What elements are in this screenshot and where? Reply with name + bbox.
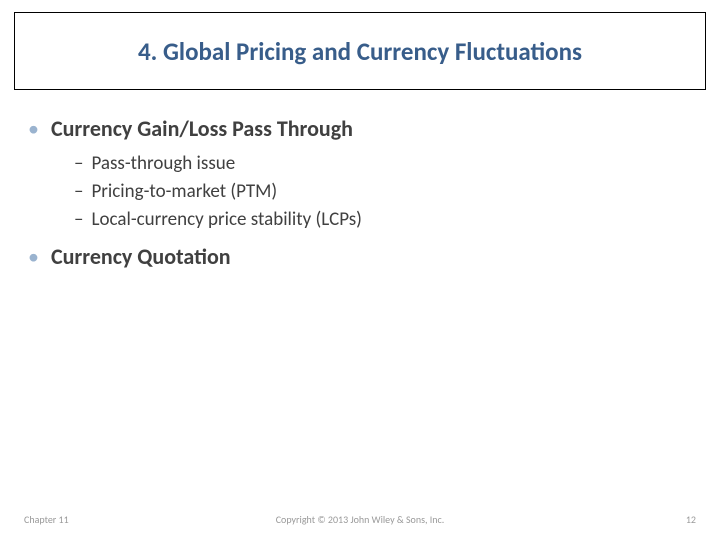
footer-copyright: Copyright © 2013 John Wiley & Sons, Inc. bbox=[192, 513, 528, 526]
bullet-level-1: • Currency Gain/Loss Pass Through bbox=[28, 115, 692, 143]
bullet-level-1: • Currency Quotation bbox=[28, 243, 692, 271]
footer-chapter: Chapter 11 bbox=[24, 513, 192, 526]
dash-icon: – bbox=[74, 207, 83, 233]
footer: Chapter 11 Copyright © 2013 John Wiley &… bbox=[0, 513, 720, 526]
bullet-1-text: Currency Quotation bbox=[51, 243, 231, 271]
bullet-level-2: – Pass-through issue bbox=[74, 151, 692, 177]
dash-icon: – bbox=[74, 151, 83, 177]
bullet-2-text: Local-currency price stability (LCPs) bbox=[91, 207, 361, 233]
bullet-2-text: Pricing-to-market (PTM) bbox=[91, 179, 277, 205]
bullet-dot-icon: • bbox=[28, 115, 39, 143]
bullet-2-text: Pass-through issue bbox=[91, 151, 235, 177]
slide-title: 4. Global Pricing and Currency Fluctuati… bbox=[138, 36, 582, 67]
bullet-1-text: Currency Gain/Loss Pass Through bbox=[51, 115, 353, 143]
dash-icon: – bbox=[74, 179, 83, 205]
bullet-level-2: – Local-currency price stability (LCPs) bbox=[74, 207, 692, 233]
bullet-dot-icon: • bbox=[28, 243, 39, 271]
bullet-level-2: – Pricing-to-market (PTM) bbox=[74, 179, 692, 205]
title-box: 4. Global Pricing and Currency Fluctuati… bbox=[14, 12, 706, 90]
sub-list: – Pass-through issue – Pricing-to-market… bbox=[74, 151, 692, 233]
content-area: • Currency Gain/Loss Pass Through – Pass… bbox=[28, 115, 692, 279]
footer-page-number: 12 bbox=[528, 513, 696, 526]
